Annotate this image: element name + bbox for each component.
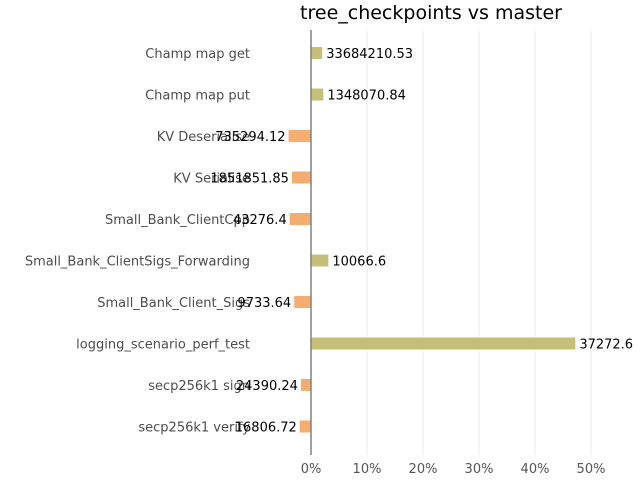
x-tick-label: 0% (301, 462, 322, 477)
category-label: secp256k1 sign (148, 379, 250, 394)
category-label: Champ map get (145, 47, 250, 62)
category-label: KV Serialise (173, 172, 250, 187)
data-label: 9733.64 (237, 296, 291, 311)
bar (291, 171, 311, 184)
bar (299, 420, 311, 433)
data-label: 43276.4 (233, 213, 287, 228)
bar (289, 213, 311, 225)
bar (311, 88, 324, 101)
data-label: 1851851.85 (210, 172, 289, 187)
data-label: 1348070.84 (327, 89, 406, 104)
category-label: Small_Bank_ClientSigs_Forwarding (25, 255, 250, 270)
chart-title: tree_checkpoints vs master (300, 2, 562, 24)
category-label: Small_Bank_Client_Sigs (97, 296, 250, 311)
data-label: 37272.6 (579, 338, 633, 353)
category-label: Champ map put (145, 89, 250, 104)
bar (288, 130, 311, 142)
bars (288, 47, 576, 433)
x-tick-label: 40% (521, 462, 550, 477)
category-labels: Champ map get Champ map put KV Deserialise… (25, 47, 250, 436)
data-label: 16806.72 (235, 421, 297, 436)
x-tick-labels: 0% 10% 20% 30% 40% 50% (301, 462, 606, 477)
category-label: Small_Bank_ClientCpp (105, 213, 250, 228)
bar (311, 337, 576, 350)
data-labels: 33684210.53 1348070.84 735294.12 1851851.85… (210, 47, 633, 436)
bar (300, 379, 311, 391)
x-tick-label: 30% (465, 462, 494, 477)
category-label: logging_scenario_perf_test (76, 338, 250, 353)
x-tick-label: 50% (577, 462, 606, 477)
data-label: 33684210.53 (326, 47, 413, 62)
bar (294, 296, 311, 308)
data-label: 735294.12 (215, 130, 285, 145)
category-label: KV Deserialise (157, 130, 250, 145)
bar (311, 254, 329, 267)
x-tick-label: 20% (409, 462, 438, 477)
category-label: secp256k1 verify (138, 421, 250, 436)
data-label: 10066.6 (332, 255, 386, 270)
x-tick-label: 10% (353, 462, 382, 477)
data-label: 24390.24 (236, 379, 298, 394)
grid-lines (366, 30, 592, 455)
bar (311, 47, 323, 59)
